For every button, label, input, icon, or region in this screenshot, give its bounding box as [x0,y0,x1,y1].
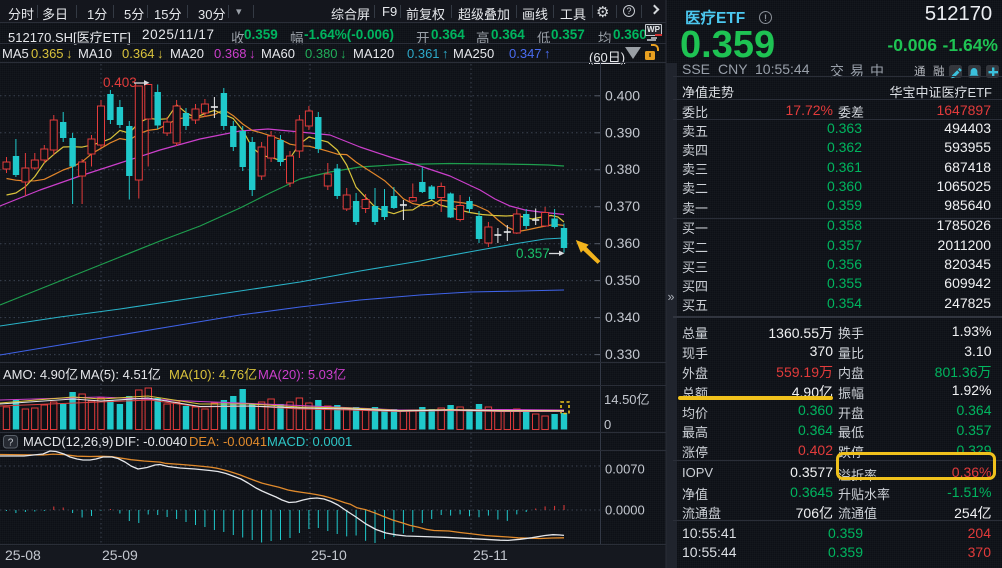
svg-text:MA(20): 5.03亿: MA(20): 5.03亿 [258,367,346,382]
svg-text:0.340: 0.340 [605,309,640,325]
svg-text:MA(5): 4.51亿: MA(5): 4.51亿 [80,367,161,382]
svg-text:25-09: 25-09 [102,547,138,563]
svg-text:»: » [668,290,675,304]
svg-text:AMO: 4.90亿: AMO: 4.90亿 [3,367,78,382]
svg-text:MACD(12,26,9): MACD(12,26,9) [23,434,113,449]
svg-text:MA(10): 4.76亿: MA(10): 4.76亿 [169,367,257,382]
svg-text:0.380: 0.380 [605,161,640,177]
svg-text:0.330: 0.330 [605,346,640,362]
svg-text:0.400: 0.400 [605,87,640,103]
svg-text:0.357: 0.357 [516,246,550,261]
svg-text:DIF: -0.0040: DIF: -0.0040 [115,434,187,449]
svg-text:0.350: 0.350 [605,272,640,288]
svg-text:25-11: 25-11 [473,547,508,563]
svg-text:0: 0 [604,417,611,432]
svg-text:DEA: -0.0041: DEA: -0.0041 [189,434,267,449]
svg-text:0.0000: 0.0000 [605,503,645,518]
svg-text:0.0070: 0.0070 [605,462,645,477]
svg-text:25-08: 25-08 [5,547,41,563]
svg-text:0.360: 0.360 [605,235,640,251]
svg-text:25-10: 25-10 [311,547,347,563]
svg-text:MACD: 0.0001: MACD: 0.0001 [267,434,352,449]
svg-text:14.50亿: 14.50亿 [604,392,650,407]
svg-text:?: ? [8,438,14,449]
svg-text:0.390: 0.390 [605,124,640,140]
svg-text:0.403: 0.403 [103,75,137,90]
svg-text:0.370: 0.370 [605,198,640,214]
